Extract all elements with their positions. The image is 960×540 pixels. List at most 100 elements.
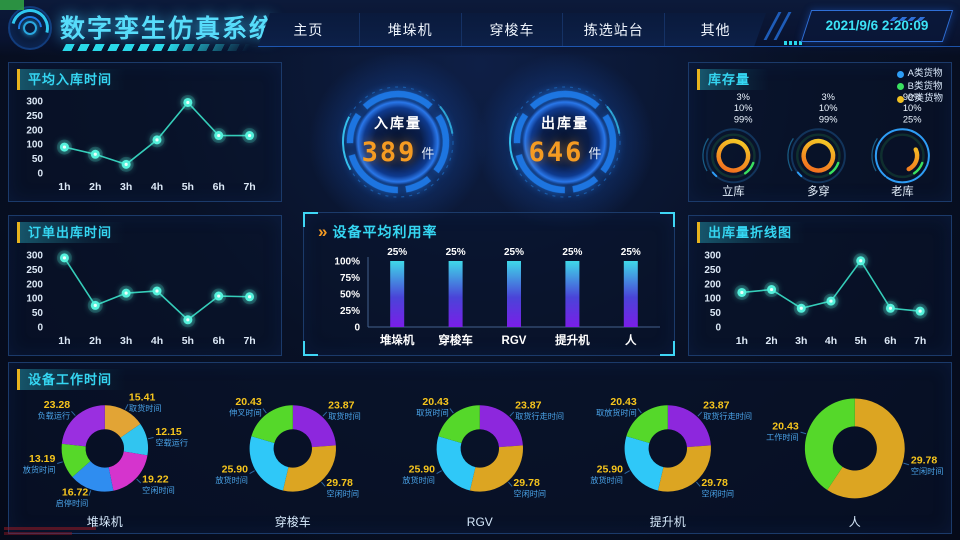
inventory-ring-gauges: 3% 10% 99% 立库 3% 10% 99% 多穿 99% 10% 25% 老库 [693, 89, 947, 199]
svg-text:0: 0 [37, 169, 43, 180]
nav-item-home[interactable]: 主页 [293, 21, 324, 38]
main-nav: 主页 堆垛机 穿梭车 拣选站台 其他 [258, 13, 766, 47]
svg-text:0: 0 [354, 323, 360, 334]
svg-text:10%: 10% [903, 103, 922, 113]
chevrons-icon: » [318, 222, 328, 241]
svg-text:堆垛机: 堆垛机 [87, 514, 123, 529]
inventory-gauge-立库: 3% 10% 99% 立库 [693, 89, 778, 199]
bottom-watermark-line-2 [4, 532, 72, 535]
svg-text:23.87: 23.87 [328, 400, 355, 412]
svg-text:放货时间: 放货时间 [215, 475, 248, 485]
svg-text:空闲时间: 空闲时间 [701, 489, 734, 499]
svg-text:取放货时间: 取放货时间 [596, 408, 637, 418]
worktime-donut-人: 29.78 空闲时间 20.43 工作时间人 [761, 387, 949, 531]
logo-core [23, 21, 37, 35]
svg-text:4h: 4h [151, 181, 163, 193]
svg-text:250: 250 [704, 265, 721, 276]
panel-title: 订单出库时间 [17, 222, 140, 243]
svg-text:6h: 6h [884, 335, 896, 347]
inventory-gauge-多穿: 3% 10% 99% 多穿 [778, 89, 863, 199]
worktime-donut-charts: 15.41 取货时间 12.15 空载运行 19.22 空闲时间 16.72 启停时间 13.1… [11, 387, 949, 531]
svg-text:1h: 1h [58, 181, 70, 193]
svg-text:20.43: 20.43 [423, 396, 450, 408]
worktime-donut-提升机: 23.87 取货行走时间 29.78 空闲时间 25.90 放货时间 20.43 取放货时间提… [574, 387, 762, 531]
svg-text:工作时间: 工作时间 [766, 432, 799, 442]
svg-text:25%: 25% [446, 247, 466, 258]
svg-text:2h: 2h [89, 181, 101, 193]
svg-text:4h: 4h [151, 335, 163, 347]
recorder-watermark [0, 0, 24, 10]
svg-text:空闲时间: 空闲时间 [326, 489, 359, 499]
svg-text:25%: 25% [504, 247, 524, 258]
svg-text:放货时间: 放货时间 [590, 475, 623, 485]
svg-text:取货时间: 取货时间 [129, 403, 162, 413]
svg-text:200: 200 [704, 279, 721, 290]
app-logo-icon [4, 2, 56, 54]
svg-text:空闲时间: 空闲时间 [911, 466, 944, 476]
panel-equipment-utilization: » 设备平均利用率 0 25% 50% 75% 100% 25% 堆垛机 25% 穿梭车 25% RG… [303, 212, 675, 356]
svg-text:2h: 2h [89, 335, 101, 347]
svg-text:负载运行: 负载运行 [38, 411, 71, 421]
svg-text:空载运行: 空载运行 [155, 438, 188, 448]
svg-text:25%: 25% [621, 247, 641, 258]
panel-title: 平均入库时间 [17, 69, 140, 90]
svg-text:23.87: 23.87 [515, 400, 542, 412]
svg-text:2h: 2h [765, 335, 777, 347]
svg-text:300: 300 [704, 251, 721, 262]
svg-text:25.90: 25.90 [409, 464, 436, 476]
panel-title: 设备工作时间 [17, 369, 140, 390]
header-dots-decoration [784, 41, 802, 45]
svg-text:3h: 3h [795, 335, 807, 347]
svg-text:25%: 25% [387, 247, 407, 258]
svg-text:25%: 25% [562, 247, 582, 258]
svg-text:1h: 1h [736, 335, 748, 347]
svg-text:取货行走时间: 取货行走时间 [703, 411, 752, 421]
svg-text:50%: 50% [340, 290, 360, 301]
svg-text:6h: 6h [213, 335, 225, 347]
svg-text:23.28: 23.28 [44, 399, 71, 411]
svg-text:5h: 5h [855, 335, 867, 347]
svg-text:50: 50 [710, 308, 722, 319]
svg-text:29.78: 29.78 [701, 477, 728, 489]
panel-order-outbound-time: 订单出库时间 0 50 100 200 250 300 1h 2h 3h 4h 5h 6h 7h [8, 215, 282, 356]
svg-text:3%: 3% [821, 92, 834, 102]
nav-item-picking-station[interactable]: 拣选站台 [562, 13, 664, 46]
datetime-text: 2021/9/6 2:20:09 [825, 18, 929, 33]
nav-item-stacker[interactable]: 堆垛机 [359, 13, 461, 46]
svg-text:7h: 7h [243, 181, 255, 193]
worktime-donut-堆垛机: 15.41 取货时间 12.15 空载运行 19.22 空闲时间 16.72 启停时间 13.1… [11, 387, 199, 531]
svg-text:50: 50 [32, 308, 44, 319]
svg-text:取货时间: 取货时间 [328, 411, 361, 421]
svg-text:10%: 10% [819, 103, 838, 113]
svg-text:穿梭车: 穿梭车 [438, 333, 473, 347]
svg-text:300: 300 [26, 251, 43, 262]
title-dash-decoration [62, 44, 251, 51]
legend-item-b: B类货物 [896, 81, 943, 94]
svg-text:19.22: 19.22 [142, 473, 169, 485]
svg-text:多穿: 多穿 [807, 184, 830, 198]
svg-text:人: 人 [625, 333, 637, 347]
svg-text:0: 0 [715, 323, 721, 334]
panel-title: 出库量折线图 [697, 222, 820, 243]
nav-item-other[interactable]: 其他 [664, 13, 766, 46]
svg-text:老库: 老库 [891, 184, 914, 198]
svg-text:75%: 75% [340, 273, 360, 284]
outbound-unit: 件 [588, 146, 602, 161]
svg-text:20.43: 20.43 [773, 421, 800, 433]
svg-text:6h: 6h [213, 181, 225, 193]
svg-text:250: 250 [26, 265, 43, 276]
corner-accent [660, 341, 675, 356]
svg-text:放货时间: 放货时间 [403, 475, 436, 485]
outbound-line-chart: 0 50 100 200 250 300 1h 2h 3h 4h 5h 6h 7h [693, 245, 947, 351]
panel-title: » 设备平均利用率 [318, 222, 438, 241]
outbound-counter-value: 646 件 [506, 137, 624, 168]
svg-text:4h: 4h [825, 335, 837, 347]
legend-dot-c [896, 95, 904, 103]
svg-text:29.78: 29.78 [514, 477, 541, 489]
svg-text:1h: 1h [58, 335, 70, 347]
outbound-counter-gauge: 出库量 646 件 [506, 83, 624, 201]
svg-text:RGV: RGV [467, 515, 493, 529]
svg-text:10%: 10% [734, 103, 753, 113]
inbound-counter-gauge: 入库量 389 件 [339, 83, 457, 201]
nav-item-shuttle[interactable]: 穿梭车 [461, 13, 563, 46]
